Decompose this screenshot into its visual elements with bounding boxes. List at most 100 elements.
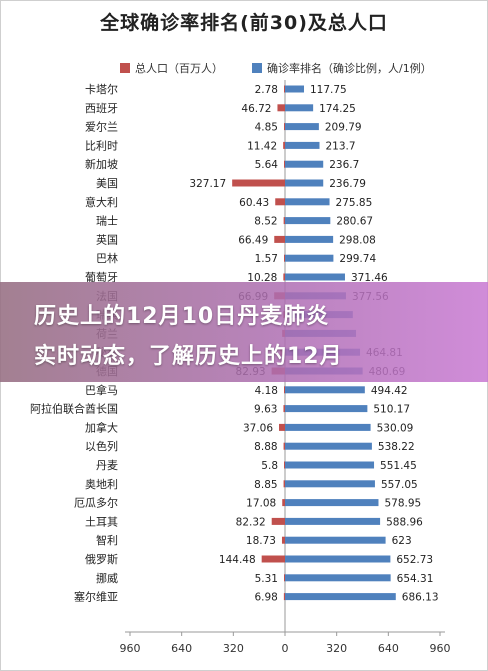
legend-item-rate: 确诊率排名（确诊比例，人/1例）: [252, 60, 432, 76]
population-data-label: 11.42: [247, 140, 277, 152]
population-bar: [284, 123, 285, 131]
x-tick-label: 640: [171, 642, 192, 655]
category-label: 塞尔维亚: [74, 590, 118, 604]
category-label: 西班牙: [85, 102, 118, 115]
rate-bar: [285, 423, 371, 431]
rate-data-label: 686.13: [402, 592, 439, 604]
population-data-label: 8.88: [254, 441, 277, 453]
rate-bar: [285, 386, 365, 394]
population-bar: [274, 235, 285, 243]
rate-data-label: 371.46: [351, 272, 388, 284]
category-label: 巴拿马: [85, 383, 118, 397]
rate-data-label: 623: [392, 535, 412, 547]
population-bar: [261, 555, 285, 563]
population-data-label: 144.48: [219, 554, 256, 566]
population-data-label: 66.49: [238, 234, 268, 246]
rate-bar: [285, 405, 368, 413]
rate-data-label: 494.42: [371, 385, 408, 397]
rate-bar: [285, 574, 391, 582]
population-data-label: 4.85: [255, 122, 278, 134]
category-label: 以色列: [85, 439, 118, 453]
population-data-label: 5.31: [255, 573, 278, 585]
population-bar: [284, 386, 285, 394]
rate-bar: [285, 160, 324, 168]
rate-bar: [285, 442, 372, 450]
rate-bar: [285, 254, 334, 262]
category-label: 智利: [96, 533, 118, 547]
category-label: 瑞士: [96, 214, 118, 228]
legend-label-population: 总人口（百万人）: [135, 62, 223, 75]
legend-swatch-population: [120, 63, 130, 73]
rate-data-label: 578.95: [384, 498, 421, 510]
category-label: 英国: [96, 232, 118, 246]
x-tick-label: 320: [326, 642, 347, 655]
rate-bar: [285, 235, 334, 243]
rate-bar: [285, 499, 379, 507]
rate-data-label: 236.79: [329, 178, 366, 190]
rate-bar: [285, 517, 381, 525]
x-tick-label: 320: [223, 642, 244, 655]
rate-bar: [285, 273, 345, 281]
population-bar: [283, 141, 285, 149]
rate-data-label: 551.45: [380, 460, 417, 472]
category-label: 卡塔尔: [85, 83, 118, 96]
population-data-label: 2.78: [255, 84, 278, 96]
category-label: 新加坡: [85, 157, 118, 171]
rate-data-label: 652.73: [396, 554, 433, 566]
category-label: 美国: [96, 177, 118, 190]
population-bar: [281, 536, 285, 544]
category-label: 爱尔兰: [85, 121, 118, 134]
rate-bar: [285, 85, 305, 93]
rate-data-label: 174.25: [319, 103, 356, 115]
banner-line-2: 实时动态，了解历史上的12月: [34, 344, 343, 369]
rate-bar: [285, 555, 391, 563]
rate-bar: [285, 461, 375, 469]
population-data-label: 8.85: [254, 479, 277, 491]
rate-bar: [285, 217, 331, 225]
rate-bar: [285, 198, 330, 206]
rate-data-label: 654.31: [397, 573, 434, 585]
population-bar: [275, 198, 285, 206]
population-data-label: 327.17: [189, 178, 226, 190]
rate-data-label: 538.22: [378, 441, 415, 453]
rate-data-label: 299.74: [339, 253, 376, 265]
rate-data-label: 588.96: [386, 516, 423, 528]
population-bar: [277, 104, 285, 112]
rate-bar: [285, 179, 324, 187]
population-data-label: 46.72: [241, 103, 271, 115]
population-data-label: 82.32: [236, 516, 266, 528]
population-data-label: 5.64: [255, 159, 279, 171]
rate-data-label: 275.85: [336, 197, 373, 209]
rate-data-label: 280.67: [336, 216, 373, 228]
population-data-label: 17.08: [246, 498, 276, 510]
category-label: 葡萄牙: [85, 271, 118, 284]
legend-label-rate: 确诊率排名（确诊比例，人/1例）: [267, 62, 432, 75]
population-bar: [284, 574, 285, 582]
population-bar: [284, 461, 285, 469]
rate-data-label: 236.7: [329, 159, 359, 171]
rate-data-label: 117.75: [310, 84, 347, 96]
rate-bar: [285, 536, 386, 544]
chart-title: 全球确诊率排名(前30)及总人口: [100, 12, 388, 34]
rate-data-label: 209.79: [325, 122, 362, 134]
population-data-label: 60.43: [239, 197, 269, 209]
population-bar: [283, 480, 285, 488]
rate-bar: [285, 141, 320, 149]
x-tick-label: 640: [378, 642, 399, 655]
population-bar: [282, 499, 285, 507]
rate-data-label: 213.7: [326, 140, 356, 152]
legend-item-population: 总人口（百万人）: [120, 60, 223, 76]
rate-data-label: 530.09: [377, 422, 414, 434]
category-label: 挪威: [96, 571, 118, 585]
population-bar: [284, 85, 285, 93]
population-bar: [271, 517, 285, 525]
rate-data-label: 510.17: [373, 404, 410, 416]
population-bar: [279, 423, 285, 431]
rate-bar: [285, 123, 319, 131]
category-label: 俄罗斯: [85, 553, 118, 566]
rate-bar: [285, 593, 396, 601]
population-data-label: 18.73: [246, 535, 276, 547]
population-data-label: 1.57: [255, 253, 278, 265]
overlay-banner: 历史上的12月10日丹麦肺炎 实时动态，了解历史上的12月: [0, 282, 488, 382]
